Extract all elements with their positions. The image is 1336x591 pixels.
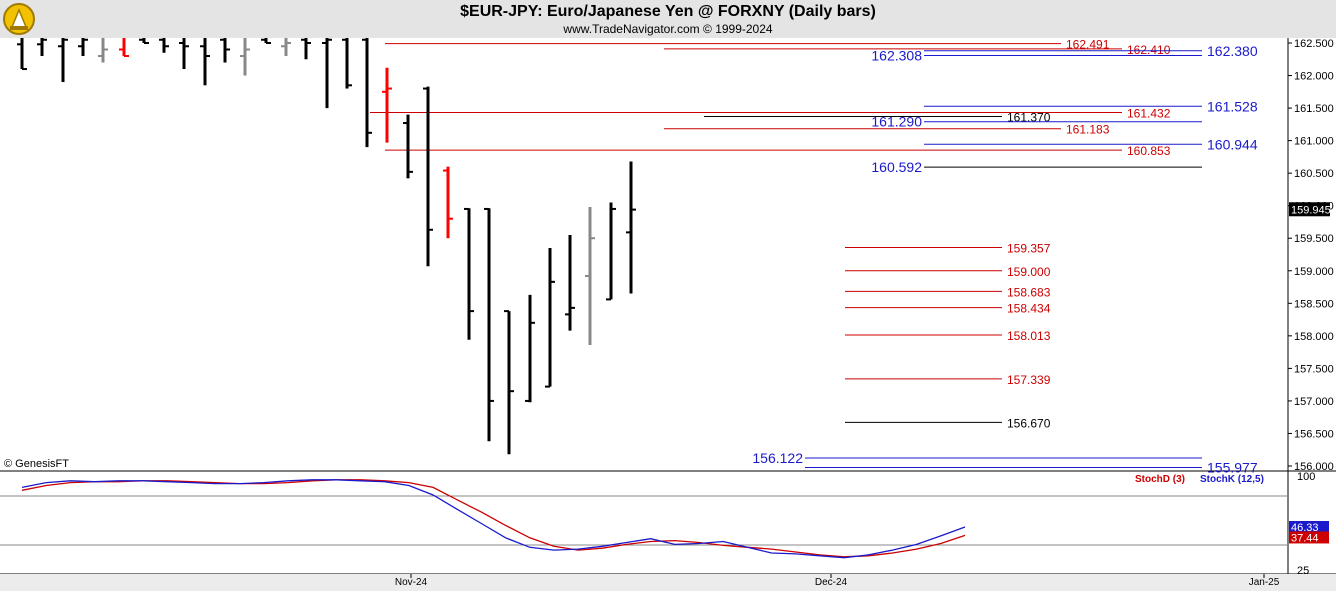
stoch-k-legend: StochK (12,5)	[1200, 474, 1264, 485]
x-tick-label: Dec-24	[815, 577, 848, 588]
price-tick-label: 162.500	[1294, 38, 1334, 50]
stoch-d-value: 37.44	[1291, 532, 1319, 544]
chart-title: $EUR-JPY: Euro/Japanese Yen @ FORXNY (Da…	[460, 3, 876, 20]
price-tick-label: 159.500	[1294, 233, 1334, 245]
price-tick-label: 162.000	[1294, 71, 1334, 83]
x-axis-band	[0, 574, 1336, 591]
stoch-tick-label: 25	[1297, 565, 1309, 577]
chart-subtitle: www.TradeNavigator.com © 1999-2024	[563, 22, 773, 36]
price-tick-label: 159.000	[1294, 266, 1334, 278]
level-label: 155.977	[1207, 459, 1258, 475]
last-price-label: 159.945	[1291, 204, 1331, 216]
price-plot-area	[0, 38, 1288, 471]
last-price-box	[1289, 202, 1330, 217]
stoch-line-k	[21, 479, 966, 559]
level-label: 160.944	[1207, 136, 1258, 152]
level-label: 156.122	[752, 450, 803, 466]
level-label: 156.670	[1007, 416, 1051, 430]
level-label: 160.853	[1127, 144, 1171, 158]
level-label: 161.370	[1007, 111, 1051, 125]
level-label: 161.290	[871, 114, 922, 130]
price-tick-label: 156.500	[1294, 428, 1334, 440]
level-label: 159.357	[1007, 242, 1051, 256]
price-tick-label: 158.000	[1294, 331, 1334, 343]
level-label: 162.491	[1066, 38, 1110, 52]
price-tick-label: 157.500	[1294, 363, 1334, 375]
level-label: 161.183	[1066, 123, 1110, 137]
x-tick-label: Nov-24	[395, 577, 428, 588]
level-label: 162.410	[1127, 43, 1171, 57]
level-label: 157.339	[1007, 373, 1051, 387]
chart-header: $EUR-JPY: Euro/Japanese Yen @ FORXNY (Da…	[0, 0, 1336, 38]
level-label: 161.528	[1207, 98, 1258, 114]
stoch-tick-label: 100	[1297, 471, 1315, 483]
price-tick-label: 160.500	[1294, 168, 1334, 180]
level-label: 161.432	[1127, 107, 1171, 121]
stoch-d-legend: StochD (3)	[1135, 474, 1185, 485]
level-label: 158.013	[1007, 329, 1051, 343]
level-label: 162.380	[1207, 43, 1258, 59]
price-tick-label: 161.000	[1294, 136, 1334, 148]
x-tick-label: Jan-25	[1249, 577, 1280, 588]
level-label: 158.683	[1007, 285, 1051, 299]
price-tick-label: 156.000	[1294, 461, 1334, 473]
stoch-k-value: 46.33	[1291, 522, 1319, 534]
stoch-d-value-box	[1289, 531, 1329, 544]
price-tick-label: 161.500	[1294, 103, 1334, 115]
level-label: 162.308	[871, 47, 922, 63]
level-label: 158.434	[1007, 302, 1051, 316]
stoch-line-d	[21, 479, 966, 558]
stoch-k-value-box	[1289, 520, 1329, 533]
trade-navigator-logo-icon	[3, 3, 35, 35]
price-tick-label: 158.500	[1294, 298, 1334, 310]
level-label: 160.592	[871, 159, 922, 175]
price-tick-label: 157.000	[1294, 396, 1334, 408]
copyright-label: © GenesisFT	[4, 458, 69, 470]
price-axis-area	[1288, 38, 1336, 591]
level-label: 159.000	[1007, 265, 1051, 279]
